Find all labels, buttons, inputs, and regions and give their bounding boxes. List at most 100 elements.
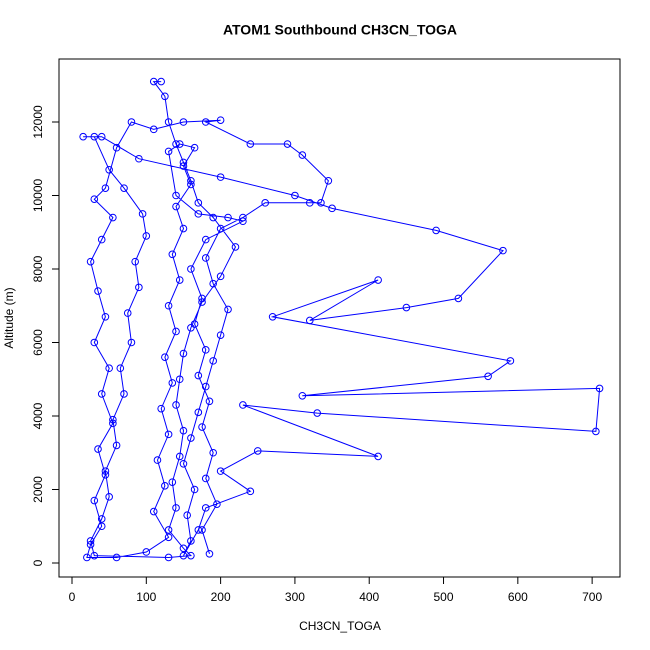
data-point [164, 301, 173, 310]
data-point [194, 199, 203, 207]
data-point [298, 391, 307, 400]
y-tick-label: 0 [31, 559, 45, 566]
data-point [131, 257, 139, 266]
data-point [120, 390, 128, 398]
data-point [194, 371, 203, 380]
data-point [216, 272, 225, 281]
data-point [101, 184, 110, 192]
data-point [201, 346, 210, 354]
data-point [179, 224, 188, 233]
x-tick-label: 100 [136, 590, 156, 604]
data-point [201, 474, 210, 483]
data-point [506, 357, 515, 365]
data-point [324, 176, 333, 185]
data-point [109, 419, 117, 428]
data-point [153, 456, 162, 464]
data-point [172, 140, 180, 148]
y-tick-label: 4000 [31, 402, 45, 429]
data-point [142, 232, 151, 240]
data-point [305, 199, 314, 207]
data-point [317, 199, 325, 207]
data-point [164, 533, 173, 542]
data-point [175, 140, 184, 148]
y-tick-label: 12000 [31, 105, 45, 139]
data-point [112, 441, 121, 450]
data-point [239, 401, 247, 409]
x-tick-label: 0 [69, 590, 76, 604]
data-point [499, 246, 507, 255]
data-point [205, 397, 214, 406]
data-point [86, 257, 95, 266]
data-point [201, 254, 210, 262]
y-axis-label: Altitude (m) [2, 287, 16, 348]
data-point [194, 210, 203, 218]
data-point [198, 526, 206, 534]
data-point [97, 132, 106, 141]
data-point [328, 204, 336, 213]
data-point [135, 154, 143, 163]
data-point [127, 118, 136, 126]
data-point [109, 213, 117, 222]
data-point [595, 384, 604, 393]
data-point [224, 305, 232, 314]
data-point [198, 298, 206, 306]
data-point [157, 77, 165, 86]
data-point [291, 191, 299, 200]
data-point [179, 158, 188, 167]
x-tick-label: 600 [508, 590, 528, 604]
data-point [253, 447, 262, 455]
data-point [246, 487, 255, 496]
data-point [239, 217, 247, 226]
y-tick-label: 6000 [31, 329, 45, 356]
data-point [172, 191, 180, 200]
data-point [179, 118, 188, 126]
data-point [209, 357, 217, 365]
data-point [149, 77, 158, 86]
x-tick-label: 500 [434, 590, 454, 604]
y-tick-label: 2000 [31, 476, 45, 503]
x-tick-label: 400 [359, 590, 379, 604]
plot-frame [58, 58, 621, 578]
data-point [135, 283, 143, 292]
data-point [298, 151, 307, 159]
data-point [179, 551, 188, 560]
data-point [432, 226, 440, 235]
data-point [187, 265, 195, 273]
data-point [183, 511, 191, 520]
data-point [149, 507, 158, 516]
data-point [190, 143, 199, 152]
data-point [112, 553, 121, 562]
data-point [101, 312, 110, 321]
data-point [190, 320, 199, 328]
data-point [101, 470, 110, 479]
data-point [201, 235, 210, 244]
data-point [157, 404, 165, 413]
data-point [168, 379, 177, 387]
data-point [205, 550, 214, 558]
data-point [305, 316, 314, 325]
data-point [94, 287, 102, 295]
data-point [179, 426, 188, 435]
data-point [216, 173, 225, 181]
data-point [261, 199, 269, 207]
data-point [172, 504, 180, 512]
data-point [105, 364, 113, 373]
data-point [175, 452, 184, 461]
data-point [164, 553, 173, 562]
data-point [79, 132, 87, 141]
data-point [187, 537, 195, 545]
x-tick-label: 300 [285, 590, 305, 604]
data-point [123, 309, 132, 317]
data-point [224, 213, 232, 222]
data-point [402, 303, 411, 312]
data-point [374, 276, 382, 284]
data-point [116, 364, 125, 373]
data-point [112, 143, 121, 152]
data-point [194, 526, 203, 534]
data-point [86, 537, 95, 545]
data-point [209, 448, 217, 457]
data-point [127, 338, 136, 347]
x-tick-label: 200 [211, 590, 231, 604]
data-point [201, 118, 210, 126]
